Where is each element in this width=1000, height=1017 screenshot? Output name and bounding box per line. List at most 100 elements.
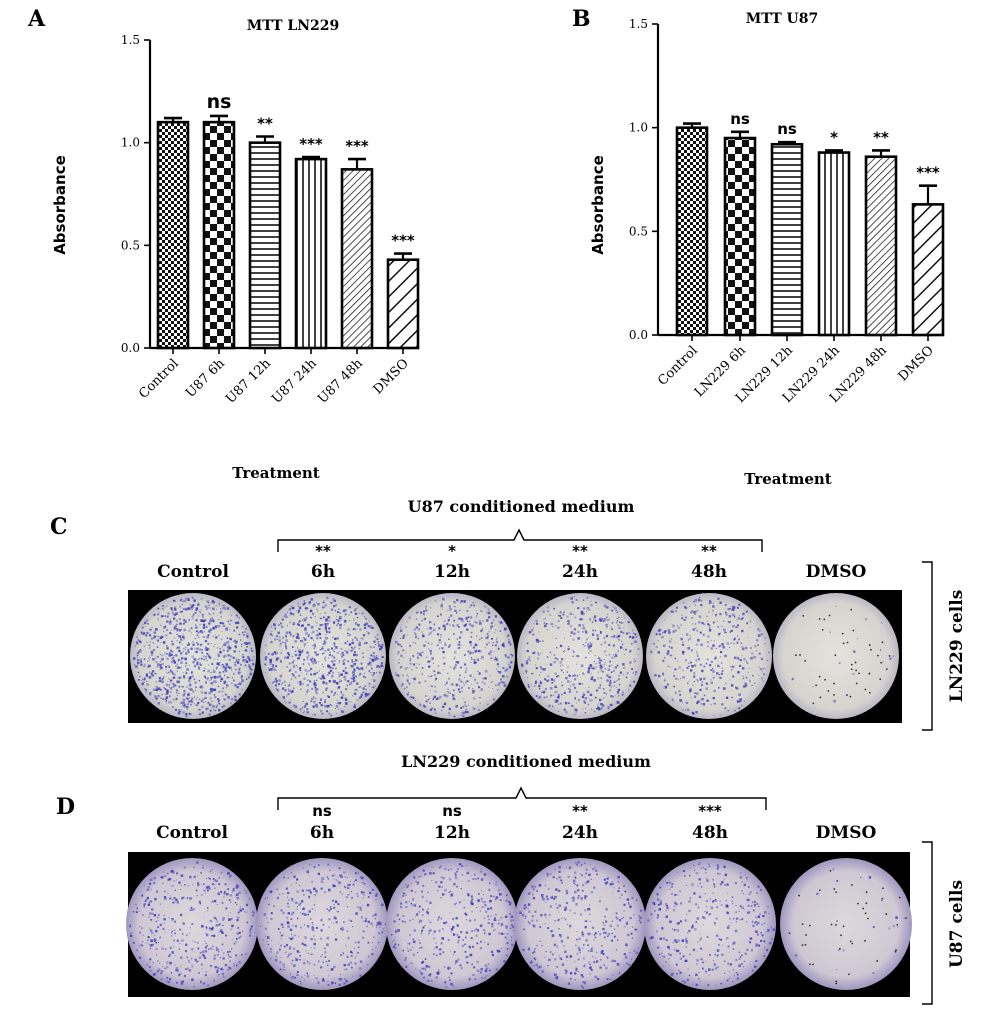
chart-b-title: MTT U87 [746,11,818,27]
stain-dot [246,645,248,648]
stain-dot [429,676,431,678]
stain-dot [168,916,170,919]
stain-dot [503,960,506,963]
stain-dot [589,973,591,975]
stain-dot [708,599,712,603]
stain-dot [291,661,294,664]
stain-dot [237,683,239,686]
stain-dot [670,610,673,613]
stain-dot [603,692,606,695]
stain-dot [235,640,238,644]
stain-dot [692,623,694,625]
stain-dot [271,665,275,668]
stain-dot [133,663,136,666]
stain-dot [591,926,594,929]
stain-dot [439,948,442,951]
stain-dot [316,671,319,674]
stain-dot [308,664,311,666]
stain-dot [420,972,424,975]
stain-dot [498,666,500,668]
stain-dot [483,929,486,932]
stain-dot [190,908,194,912]
stain-dot [461,619,464,623]
stain-dot [613,936,615,938]
stain-dot [187,598,190,601]
stain-dot [418,911,421,913]
stain-dot [472,690,475,693]
stain-dot [291,655,294,658]
stain-dot [148,676,152,679]
stain-dot [284,689,287,692]
stain-dot [422,976,424,978]
stain-dot [342,697,344,699]
stain-dot [440,881,442,884]
stain-dot [223,896,225,898]
stain-dot [376,922,378,924]
stain-dot [141,626,144,629]
stain-dot [510,661,512,664]
stain-dot [539,623,541,625]
stain-dot [328,926,330,928]
stain-dot [488,918,490,920]
stain-dot [294,653,298,657]
stain-dot [178,658,181,662]
stain-dot [146,632,149,635]
stain-dot [304,606,308,610]
stain-dot [563,611,565,614]
stain-dot [489,969,491,972]
stain-dot [707,645,709,648]
stain-dot [169,686,173,690]
stain-dot [365,666,368,668]
stain-dot [178,677,180,679]
stain-dot [208,630,211,633]
stain-dot [538,631,540,633]
stain-dot [378,644,380,646]
stain-dot [352,678,354,680]
stain-dot [482,677,485,680]
stain-dot [215,879,218,883]
stain-dot [588,686,590,689]
stain-dot [675,693,677,695]
stain-dot [551,895,554,897]
stain-dot [202,864,204,867]
stain-dot [302,867,304,869]
stain-dot [483,932,486,935]
stain-dot [323,639,326,642]
stain-dot [151,908,154,911]
stain-dot [164,652,166,654]
stain-dot [730,629,733,632]
stain-dot [736,700,740,703]
stain-dot [281,687,285,690]
stain-dot [289,928,293,932]
stain-dot [593,678,596,682]
stain-dot [333,978,335,980]
stain-dot [699,663,702,666]
stain-dot [293,964,296,967]
stain-dot [298,654,301,657]
stain-dot [325,636,328,640]
stain-dot [176,901,180,904]
stain-dot [589,913,591,915]
stain-dot [227,915,229,916]
stain-dot [275,955,277,958]
stain-dot [845,694,848,697]
stain-dot [174,606,177,609]
stain-dot [605,908,608,911]
stain-dot [539,640,541,642]
stain-dot [175,697,178,700]
stain-dot [207,910,209,912]
stain-dot [313,963,316,966]
stain-dot [461,691,463,693]
stain-dot [458,691,461,693]
stain-dot [573,651,575,653]
stain-dot [354,941,357,944]
panel-label-d: D [56,794,75,820]
stain-dot [313,975,315,977]
stain-dot [151,909,153,911]
stain-dot [319,613,321,615]
stain-dot [484,605,486,608]
stain-dot [215,666,218,669]
stain-dot [424,874,426,876]
stain-dot [558,870,561,873]
stain-dot [477,649,480,653]
